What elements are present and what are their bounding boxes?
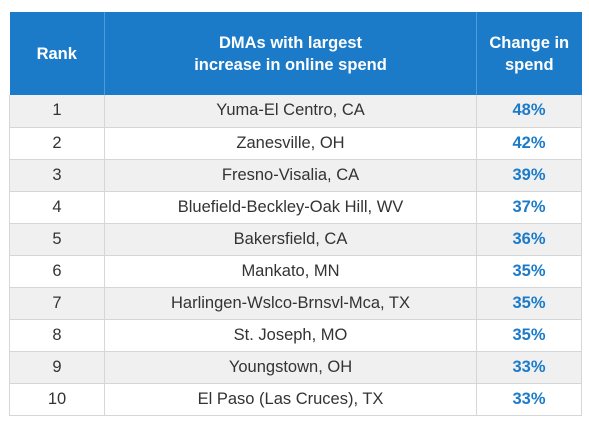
rank-cell: 7 <box>9 287 105 320</box>
header-dma-line2: increase in online spend <box>194 55 387 74</box>
change-cell: 35% <box>476 255 582 288</box>
dma-cell: Zanesville, OH <box>104 127 477 160</box>
dma-online-spend-table: Rank DMAs with largest increase in onlin… <box>9 12 582 416</box>
table-row: 1 Yuma-El Centro, CA 48% <box>9 95 582 128</box>
change-cell: 36% <box>476 223 582 256</box>
dma-cell: Fresno-Visalia, CA <box>104 159 477 192</box>
table-row: 2 Zanesville, OH 42% <box>9 127 582 160</box>
dma-cell: El Paso (Las Cruces), TX <box>104 383 477 416</box>
rank-cell: 3 <box>9 159 105 192</box>
dma-cell: Mankato, MN <box>104 255 477 288</box>
change-cell: 48% <box>476 95 582 128</box>
header-change-line2: spend <box>504 55 554 74</box>
header-row: Rank DMAs with largest increase in onlin… <box>9 12 582 95</box>
change-cell: 35% <box>476 287 582 320</box>
table-header: Rank DMAs with largest increase in onlin… <box>9 12 582 95</box>
change-cell: 33% <box>476 351 582 384</box>
table-row: 4 Bluefield-Beckley-Oak Hill, WV 37% <box>9 191 582 224</box>
header-rank: Rank <box>9 12 105 95</box>
rank-cell: 9 <box>9 351 105 384</box>
table-row: 7 Harlingen-Wslco-Brnsvl-Mca, TX 35% <box>9 287 582 320</box>
table-body: 1 Yuma-El Centro, CA 48% 2 Zanesville, O… <box>9 95 582 416</box>
dma-cell: Harlingen-Wslco-Brnsvl-Mca, TX <box>104 287 477 320</box>
change-cell: 37% <box>476 191 582 224</box>
rank-cell: 8 <box>9 319 105 352</box>
change-cell: 42% <box>476 127 582 160</box>
rank-cell: 2 <box>9 127 105 160</box>
table-container: Rank DMAs with largest increase in onlin… <box>9 12 582 416</box>
dma-cell: Bluefield-Beckley-Oak Hill, WV <box>104 191 477 224</box>
table-row: 8 St. Joseph, MO 35% <box>9 319 582 352</box>
dma-cell: Yuma-El Centro, CA <box>104 95 477 128</box>
table-row: 9 Youngstown, OH 33% <box>9 351 582 384</box>
dma-cell: Youngstown, OH <box>104 351 477 384</box>
change-cell: 33% <box>476 383 582 416</box>
header-rank-label: Rank <box>36 44 77 63</box>
dma-cell: St. Joseph, MO <box>104 319 477 352</box>
rank-cell: 1 <box>9 95 105 128</box>
table-row: 3 Fresno-Visalia, CA 39% <box>9 159 582 192</box>
header-dma: DMAs with largest increase in online spe… <box>104 12 477 95</box>
change-cell: 35% <box>476 319 582 352</box>
header-change-line1: Change in <box>489 33 570 52</box>
rank-cell: 4 <box>9 191 105 224</box>
table-row: 5 Bakersfield, CA 36% <box>9 223 582 256</box>
header-dma-line1: DMAs with largest <box>218 33 363 52</box>
rank-cell: 10 <box>9 383 105 416</box>
change-cell: 39% <box>476 159 582 192</box>
table-row: 10 El Paso (Las Cruces), TX 33% <box>9 383 582 416</box>
dma-cell: Bakersfield, CA <box>104 223 477 256</box>
rank-cell: 6 <box>9 255 105 288</box>
header-change: Change in spend <box>476 12 582 95</box>
rank-cell: 5 <box>9 223 105 256</box>
table-row: 6 Mankato, MN 35% <box>9 255 582 288</box>
